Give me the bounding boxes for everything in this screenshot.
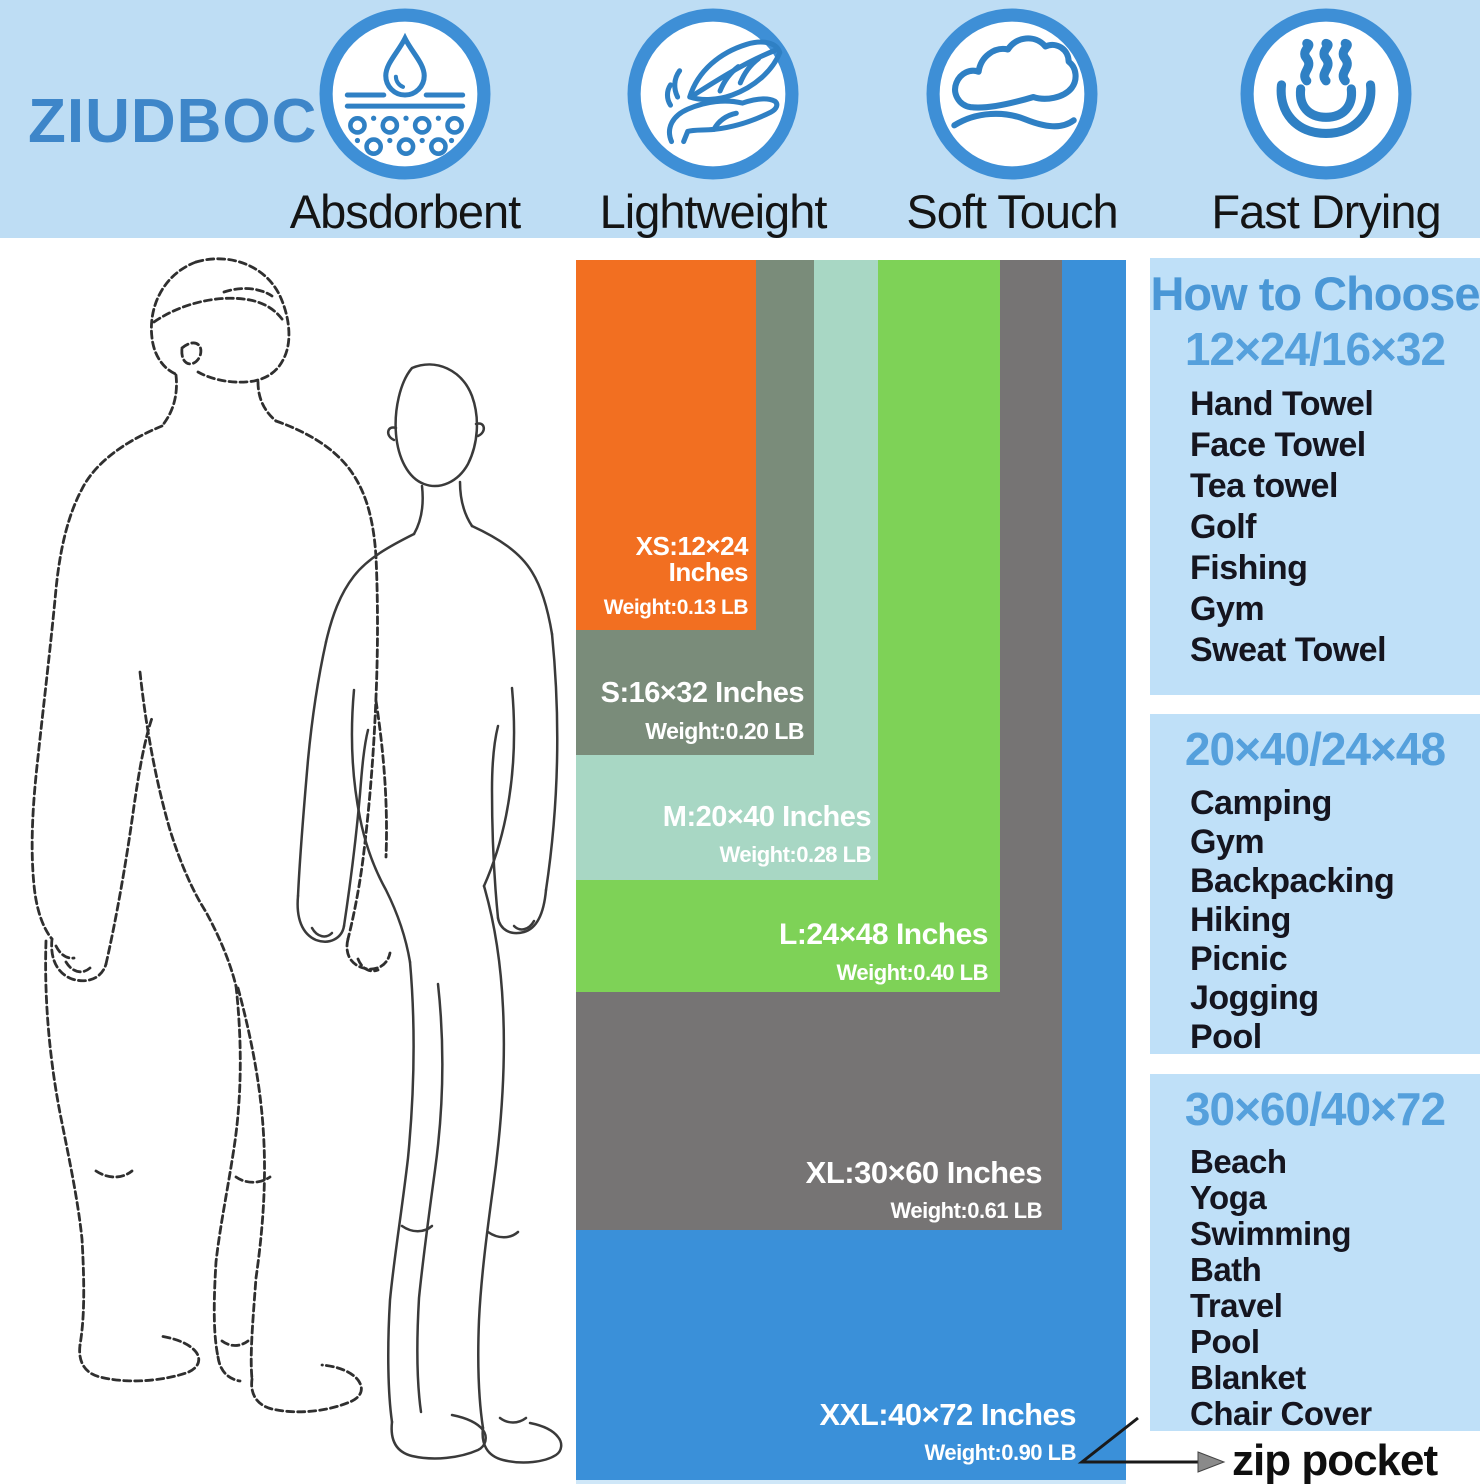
- bottom-strip: [576, 1480, 1126, 1484]
- use-case-item: Face Towel: [1190, 426, 1366, 464]
- use-case-item: Swimming: [1190, 1215, 1352, 1252]
- chooser-panel-small-sizes: How to Choose 12×24/16×32 Hand Towel Fac…: [1150, 258, 1480, 695]
- size-dimension-label: S:16×32 Inches: [600, 677, 805, 709]
- figures-illustration: [30, 257, 563, 1464]
- size-label-xxl: XXL:40×72 Inches Weight:0.90 LB: [820, 1399, 1077, 1464]
- zip-pocket-label: zip pocket: [1232, 1436, 1438, 1484]
- feature-soft-touch: Soft Touch: [862, 8, 1162, 239]
- size-weight-label: Weight:0.61 LB: [890, 1198, 1042, 1223]
- size-dimension-label: XXL:40×72 Inches: [819, 1397, 1077, 1432]
- brand-logo: ZIUDBOC: [28, 87, 318, 156]
- feature-label: Fast Drying: [1211, 185, 1441, 238]
- use-case-list: Beach Yoga Swimming Bath Travel Pool Bla…: [1190, 1143, 1480, 1432]
- use-case-item: Hiking: [1190, 901, 1291, 939]
- size-label-s: S:16×32 Inches Weight:0.20 LB: [600, 677, 805, 744]
- absorbent-icon: [319, 8, 491, 180]
- use-case-item: Golf: [1190, 508, 1256, 546]
- use-case-item: Camping: [1190, 784, 1332, 822]
- use-case-item: Gym: [1190, 590, 1265, 628]
- towel-rect-xs: XS:12×24 Inches Weight:0.13 LB: [576, 260, 756, 630]
- feature-lightweight: Lightweight: [563, 8, 863, 239]
- size-dimension-label: XS:12×24 Inches: [635, 531, 749, 587]
- man-figure: [30, 257, 392, 1414]
- feature-label: Absdorbent: [289, 185, 521, 238]
- feature-label: Soft Touch: [906, 185, 1118, 238]
- woman-figure: [296, 363, 563, 1464]
- feature-label: Lightweight: [599, 185, 828, 238]
- steam-icon: [1240, 8, 1412, 180]
- size-label-xs: XS:12×24 Inches Weight:0.13 LB: [576, 531, 749, 619]
- use-case-item: Travel: [1190, 1287, 1283, 1324]
- size-dimension-label: M:20×40 Inches: [662, 801, 872, 833]
- size-dimension-label: L:24×48 Inches: [779, 918, 988, 951]
- use-case-item: Fishing: [1190, 549, 1308, 587]
- size-weight-label: Weight:0.90 LB: [924, 1440, 1076, 1465]
- use-case-item: Pool: [1190, 1323, 1260, 1360]
- use-case-item: Sweat Towel: [1190, 631, 1387, 669]
- use-case-item: Chair Cover: [1190, 1395, 1372, 1432]
- use-case-list: Camping Gym Backpacking Hiking Picnic Jo…: [1190, 784, 1480, 1054]
- size-group-heading: 30×60/40×72: [1184, 1083, 1446, 1135]
- use-case-item: Tea towel: [1190, 467, 1338, 505]
- use-case-item: Blanket: [1190, 1359, 1306, 1396]
- size-weight-label: Weight:0.13 LB: [603, 596, 749, 619]
- use-case-item: Picnic: [1190, 940, 1288, 978]
- use-case-item: Gym: [1190, 823, 1265, 861]
- size-label-l: L:24×48 Inches Weight:0.40 LB: [779, 920, 988, 984]
- feature-fast-drying: Fast Drying: [1176, 8, 1476, 239]
- size-weight-label: Weight:0.28 LB: [719, 842, 871, 867]
- use-case-item: Beach: [1190, 1143, 1287, 1180]
- chooser-panel-large-sizes: 30×60/40×72 Beach Yoga Swimming Bath Tra…: [1150, 1074, 1480, 1431]
- size-group-heading: 12×24/16×32: [1184, 323, 1446, 375]
- use-case-item: Pool: [1190, 1018, 1262, 1054]
- feature-absorbent: Absdorbent: [255, 8, 555, 239]
- size-label-xl: XL:30×60 Inches Weight:0.61 LB: [805, 1155, 1043, 1223]
- cloud-icon: [926, 8, 1098, 180]
- chooser-title: How to Choose: [1150, 267, 1480, 320]
- use-case-item: Hand Towel: [1190, 385, 1374, 423]
- use-case-item: Backpacking: [1190, 862, 1395, 900]
- use-case-item: Yoga: [1190, 1179, 1267, 1216]
- use-case-list: Hand Towel Face Towel Tea towel Golf Fis…: [1190, 384, 1480, 671]
- size-dimension-label: XL:30×60 Inches: [805, 1155, 1043, 1190]
- size-group-heading: 20×40/24×48: [1184, 723, 1446, 775]
- size-label-m: M:20×40 Inches Weight:0.28 LB: [662, 801, 872, 867]
- use-case-item: Bath: [1190, 1251, 1262, 1288]
- feather-hand-icon: [627, 8, 799, 180]
- chooser-panel-medium-sizes: 20×40/24×48 Camping Gym Backpacking Hiki…: [1150, 714, 1480, 1054]
- size-weight-label: Weight:0.20 LB: [645, 718, 804, 744]
- size-weight-label: Weight:0.40 LB: [836, 960, 988, 985]
- use-case-item: Jogging: [1190, 979, 1319, 1017]
- header-banner: ZIUDBOC: [0, 0, 1480, 238]
